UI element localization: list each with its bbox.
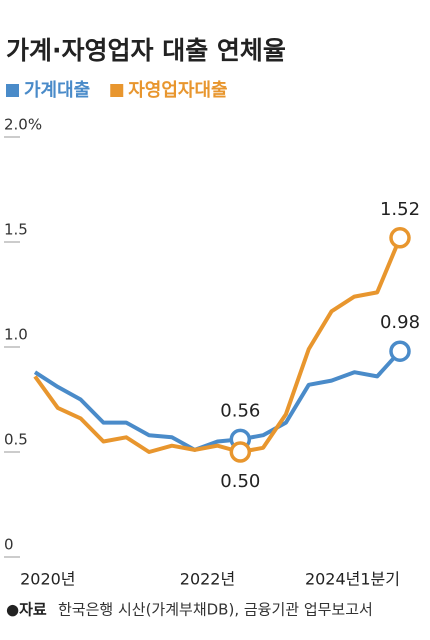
legend-swatch bbox=[110, 84, 124, 97]
y-tick-label: 0.5 bbox=[4, 431, 28, 449]
value-label: 0.98 bbox=[380, 312, 420, 333]
legend-swatch bbox=[6, 84, 19, 97]
legend-label: 가계대출 bbox=[24, 80, 90, 101]
x-tick-label: 2020년 bbox=[20, 570, 75, 589]
legend-label: 자영업자대출 bbox=[128, 80, 227, 101]
source: 한국은행 시산(가계부채DB), 금융기관 업무보고서 bbox=[58, 601, 373, 619]
chart-title: 가계·자영업자 대출 연체율 bbox=[6, 36, 286, 65]
line bbox=[33, 237, 402, 454]
line bbox=[33, 349, 402, 452]
x-tick-label: 2022년 bbox=[180, 570, 235, 589]
value-label: 1.52 bbox=[380, 199, 420, 220]
y-tick-label: 0 bbox=[4, 536, 14, 554]
value-label: 0.56 bbox=[220, 400, 260, 421]
marker bbox=[389, 340, 411, 362]
y-tick-label: 1.5 bbox=[4, 221, 28, 239]
x-tick-label: 2024년1분기 bbox=[305, 570, 400, 589]
source-label: ●자료 bbox=[6, 601, 47, 619]
marker bbox=[389, 227, 411, 249]
y-tick-label: 2.0% bbox=[4, 116, 42, 134]
marker bbox=[229, 441, 252, 463]
value-label: 0.50 bbox=[220, 471, 260, 492]
y-tick-label: 1.0 bbox=[4, 326, 28, 344]
